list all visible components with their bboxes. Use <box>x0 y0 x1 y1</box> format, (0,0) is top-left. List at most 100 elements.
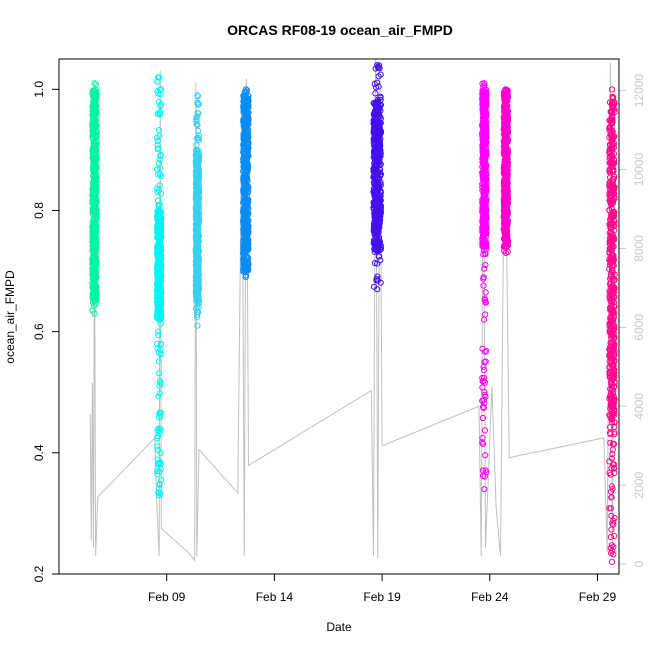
data-point <box>155 393 162 400</box>
data-point <box>192 277 199 284</box>
data-point <box>195 101 202 108</box>
data-point <box>92 124 99 132</box>
data-point <box>157 428 164 435</box>
data-point <box>155 328 162 335</box>
data-point <box>156 182 163 189</box>
data-point <box>157 85 164 93</box>
data-point <box>157 466 164 473</box>
data-point <box>608 558 616 566</box>
data-point <box>195 210 203 217</box>
data-point <box>195 294 202 301</box>
data-point <box>193 236 200 243</box>
data-point <box>154 446 161 453</box>
y2-tick-label: 12000 <box>632 74 646 108</box>
data-point <box>93 90 100 97</box>
data-point <box>92 164 99 171</box>
data-point <box>154 138 161 145</box>
data-point <box>92 166 99 173</box>
data-point <box>156 410 163 417</box>
data-point <box>194 92 201 99</box>
data-point <box>92 89 99 96</box>
data-point <box>156 265 163 272</box>
data-point <box>240 249 247 256</box>
data-point <box>240 250 247 257</box>
data-point <box>91 80 98 87</box>
data-point <box>154 435 161 442</box>
data-point <box>157 108 164 115</box>
y-axis-label: ocean_air_FMPD <box>3 270 17 364</box>
data-point <box>156 370 163 377</box>
data-point <box>91 105 98 113</box>
x-tick-label: Feb 29 <box>579 590 617 604</box>
data-point <box>154 226 162 233</box>
flight-2-points <box>153 74 165 499</box>
data-point <box>194 165 201 172</box>
data-point <box>157 153 164 160</box>
data-point <box>193 275 200 282</box>
data-point <box>92 223 99 231</box>
data-point <box>193 254 201 261</box>
data-point <box>89 223 97 230</box>
data-point <box>245 97 252 104</box>
flight-5-points <box>370 62 385 293</box>
y-tick-label: 0.8 <box>32 202 46 219</box>
data-point <box>89 120 96 127</box>
data-point <box>242 121 250 128</box>
data-point <box>245 163 252 170</box>
data-point <box>243 87 251 94</box>
data-point <box>89 124 96 131</box>
data-point <box>372 90 379 97</box>
y2-tick-label: 2000 <box>632 472 646 499</box>
data-point <box>154 222 161 229</box>
data-point <box>195 92 202 100</box>
data-point <box>193 121 200 128</box>
data-point <box>194 264 201 271</box>
data-point <box>93 246 100 253</box>
data-point <box>194 274 201 281</box>
y2-tick-label: 8000 <box>632 235 646 262</box>
data-point <box>90 257 98 264</box>
flight-7-points <box>500 86 512 256</box>
data-point <box>243 156 250 163</box>
data-point <box>244 130 252 137</box>
y-tick-label: 0.4 <box>32 444 46 461</box>
data-point <box>194 121 201 129</box>
data-point <box>154 345 161 352</box>
x-tick-label: Feb 09 <box>148 590 186 604</box>
data-point <box>241 123 248 130</box>
x-tick-label: Feb 19 <box>363 590 401 604</box>
data-point <box>157 226 164 233</box>
x-axis-label: Date <box>326 620 352 634</box>
data-point <box>155 489 162 496</box>
data-point <box>93 223 100 230</box>
data-point <box>90 112 97 119</box>
data-point <box>156 273 163 280</box>
data-point <box>155 302 162 309</box>
data-point <box>242 170 249 178</box>
data-point <box>195 127 202 134</box>
data-point <box>482 311 489 318</box>
y2-tick-label: 4000 <box>632 393 646 420</box>
data-point <box>90 239 97 246</box>
data-point <box>192 305 199 312</box>
data-point <box>245 240 252 247</box>
data-point <box>92 288 99 295</box>
data-point <box>89 185 97 192</box>
data-point <box>244 188 251 196</box>
data-point <box>195 217 202 224</box>
data-point <box>156 249 163 256</box>
data-point <box>153 313 161 320</box>
data-point <box>242 163 249 170</box>
data-point <box>243 254 250 261</box>
data-point <box>90 139 98 146</box>
data-point <box>155 349 162 356</box>
data-point <box>244 236 251 243</box>
data-point <box>242 202 249 209</box>
data-point <box>245 184 252 191</box>
data-point <box>93 127 100 134</box>
chart-title: ORCAS RF08-19 ocean_air_FMPD <box>227 22 453 38</box>
data-point <box>154 141 161 148</box>
data-point <box>155 90 162 97</box>
data-point <box>155 259 162 266</box>
